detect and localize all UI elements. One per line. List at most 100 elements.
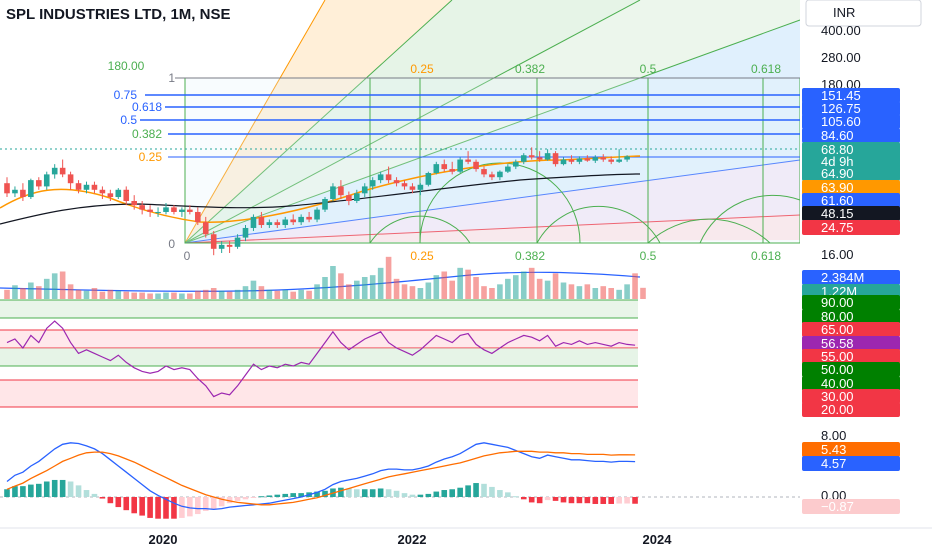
candle [171, 205, 177, 215]
fib-time-label-bottom: 0 [184, 249, 191, 263]
macd-histogram-bar [377, 488, 384, 497]
price-badge: −0.87 [802, 499, 900, 514]
volume-bar [528, 267, 535, 299]
volume-bar [91, 288, 98, 299]
price-badge: 50.00 [802, 362, 900, 377]
macd-histogram-bar [481, 483, 487, 497]
volume-bar [369, 275, 376, 299]
volume-bar [520, 271, 527, 299]
volume-bar [75, 289, 82, 299]
macd-histogram-bar [242, 497, 249, 500]
macd-histogram-bar [187, 497, 193, 517]
macd-histogram-bar [576, 497, 583, 504]
macd-histogram-bar [449, 489, 455, 497]
macd-histogram-bar [560, 497, 567, 503]
macd-histogram-bar [354, 489, 360, 497]
candle [624, 155, 630, 162]
time-tick-label: 2020 [149, 532, 178, 547]
candle [361, 183, 368, 198]
volume-bar [616, 289, 622, 299]
volume-bar [576, 286, 583, 299]
macd-histogram-bar [385, 489, 392, 497]
volume-bar [425, 282, 432, 299]
volume-bar [187, 293, 193, 299]
candle [465, 151, 471, 165]
price-badge: 64.90 [802, 166, 900, 181]
fib-time-label-top: 0.382 [515, 62, 545, 76]
price-badge-label: 55.00 [821, 349, 854, 364]
volume-bar [163, 292, 169, 299]
price-tick-label: 400.00 [821, 23, 861, 38]
candle [43, 171, 50, 190]
macd-histogram-bar [608, 497, 614, 504]
candle [258, 211, 265, 228]
macd-histogram-bar [67, 481, 74, 497]
macd-histogram-bar [250, 497, 257, 498]
price-badge-label: 56.58 [821, 336, 854, 351]
fib-level-label: 0.382 [132, 127, 162, 141]
candle [457, 157, 463, 174]
candle [441, 159, 448, 172]
price-moving-averages [0, 155, 641, 225]
volume-bar [544, 280, 551, 299]
fib-time-label-top: 0.5 [640, 62, 657, 76]
macd-histogram-bar [401, 493, 408, 497]
candle [409, 183, 416, 194]
price-badge: 55.00 [802, 349, 900, 364]
fib-retracement-levels [0, 77, 800, 158]
fib-grid [184, 77, 801, 244]
macd-histogram-bar [179, 497, 185, 518]
price-badge-label: 80.00 [821, 309, 854, 324]
time-tick-label: 2024 [643, 532, 673, 547]
candle [59, 159, 66, 178]
volume-bar [195, 290, 201, 299]
volume-bar [409, 286, 416, 299]
volume-bar [481, 286, 487, 299]
volume-bar [123, 291, 130, 299]
macd-histogram-bar [234, 497, 241, 501]
macd-histogram-bar [497, 490, 503, 497]
candle [338, 180, 344, 199]
volume-bar [210, 288, 217, 299]
price-badge: 4.57 [802, 456, 900, 471]
candle [552, 151, 559, 167]
macd-histogram-bar [202, 497, 209, 511]
price-badge: 151.45 [802, 88, 900, 103]
macd-histogram-bar [147, 497, 153, 518]
macd-histogram-bar [139, 497, 145, 516]
price-badge-label: 126.75 [821, 101, 861, 116]
candle [576, 156, 583, 165]
macd-histogram-bar [123, 497, 130, 511]
volume-bar [552, 273, 559, 299]
candle [274, 219, 281, 228]
price-scale[interactable]: INR [805, 0, 922, 27]
candle [210, 231, 217, 256]
fib-level-label: 0.5 [120, 113, 137, 127]
volume-bar [202, 289, 209, 299]
volume-bar [640, 287, 646, 299]
price-badge: 4d 9h [802, 154, 900, 169]
candle [202, 216, 209, 238]
macd-histogram-bar [552, 497, 559, 501]
volume-bar [513, 275, 519, 299]
candle [298, 214, 304, 226]
macd-histogram-bar [75, 485, 82, 497]
macd-histogram-bar [314, 491, 320, 497]
volume-bar [115, 290, 122, 299]
volume-bar [274, 290, 281, 299]
candle [425, 171, 432, 187]
candle [481, 166, 487, 178]
volume-bar [330, 266, 336, 299]
candle [218, 241, 225, 253]
candle [51, 164, 58, 179]
volume-bar [497, 284, 503, 299]
volume-bar [592, 288, 599, 299]
price-badge-label: 61.60 [821, 193, 854, 208]
volume-bar [377, 267, 384, 299]
fib-level-label: 0.25 [139, 150, 163, 164]
volume-bar [12, 285, 18, 299]
candle [36, 177, 42, 190]
macd-histogram-bar [465, 485, 471, 497]
